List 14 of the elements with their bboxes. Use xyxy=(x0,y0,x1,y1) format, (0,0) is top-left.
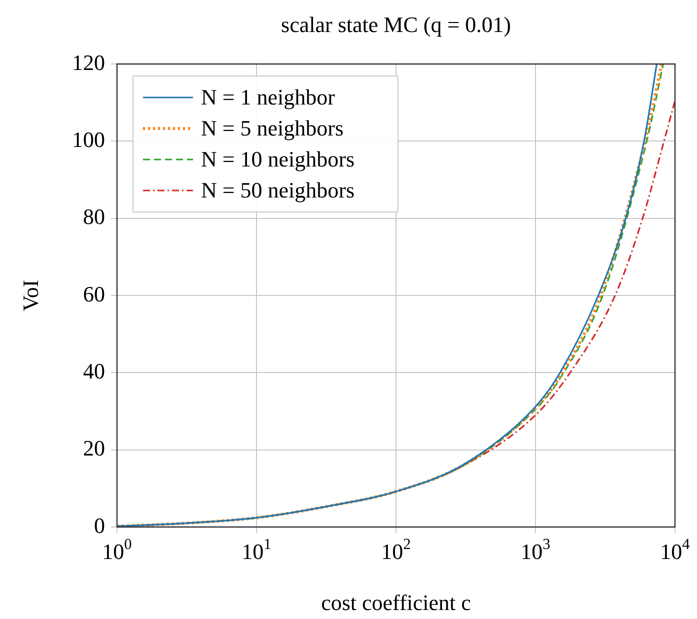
y-tick-label: 80 xyxy=(83,204,105,230)
y-tick-label: 20 xyxy=(83,436,105,461)
x-axis-title: cost coefficient c xyxy=(321,590,472,615)
y-tick-label: 120 xyxy=(72,50,105,75)
y-axis-title: VoI xyxy=(18,280,43,312)
legend-label: N = 5 neighbors xyxy=(201,115,344,140)
y-tick-label: 100 xyxy=(72,126,105,152)
legend-label: N = 50 neighbors xyxy=(201,177,355,202)
chart-title: scalar state MC (q = 0.01) xyxy=(281,12,511,37)
legend-label: N = 10 neighbors xyxy=(201,146,355,172)
y-tick-label: 0 xyxy=(94,512,105,538)
legend-label: N = 1 neighbor xyxy=(201,84,336,110)
y-tick-label: 60 xyxy=(83,281,105,306)
y-tick-label: 40 xyxy=(83,358,105,384)
